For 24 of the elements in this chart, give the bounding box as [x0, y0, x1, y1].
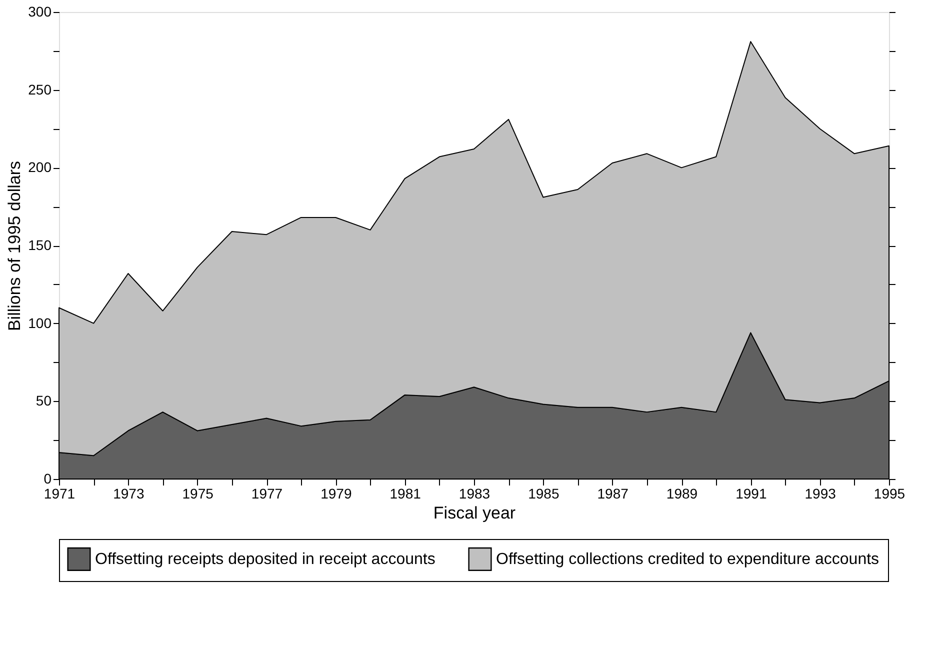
- y-tick-label: 150: [28, 237, 52, 253]
- y-tick-label: 200: [28, 159, 52, 176]
- x-tick-label: 1989: [666, 486, 698, 502]
- legend-label: Offsetting receipts deposited in receipt accounts: [95, 551, 436, 568]
- x-axis-title: Fiscal year: [433, 504, 516, 522]
- y-tick-label: 100: [28, 314, 52, 331]
- x-tick-label: 1993: [804, 486, 836, 502]
- y-tick-label: 250: [28, 81, 52, 98]
- y-tick-label: 0: [44, 470, 52, 486]
- x-tick-label: 1975: [182, 486, 214, 502]
- x-tick-label: 1983: [458, 486, 490, 502]
- y-tick-label: 50: [36, 392, 52, 409]
- x-tick-label: 1987: [597, 486, 629, 502]
- x-tick-label: 1973: [113, 486, 144, 502]
- x-tick-label: 1995: [874, 486, 906, 502]
- x-tick-label: 1991: [736, 486, 767, 502]
- x-tick-label: 1977: [251, 486, 283, 502]
- x-tick-label: 1979: [320, 486, 352, 502]
- legend-label: Offsetting collections credited to expenditure accounts: [496, 551, 880, 568]
- x-tick-label: 1971: [44, 486, 76, 502]
- x-tick-label: 1981: [390, 486, 422, 502]
- x-tick-label: 1985: [528, 486, 560, 502]
- y-tick-label: 300: [28, 4, 52, 20]
- y-axis-title: Billions of 1995 dollars: [5, 160, 24, 332]
